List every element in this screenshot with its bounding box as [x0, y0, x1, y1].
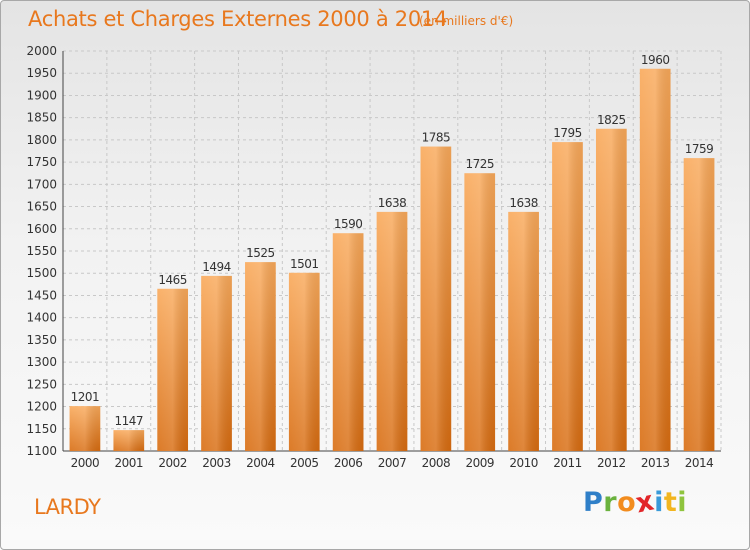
x-tick-label: 2008	[422, 456, 451, 470]
y-tick-label: 1350	[26, 333, 57, 347]
y-tick-label: 1750	[26, 155, 57, 169]
value-label: 1785	[422, 131, 451, 145]
x-tick-label: 2007	[378, 456, 407, 470]
y-tick-label: 1600	[26, 222, 57, 236]
value-label: 1960	[641, 53, 670, 67]
bar-shine	[113, 430, 145, 451]
x-tick-label: 2009	[465, 456, 494, 470]
value-label: 1795	[553, 126, 582, 140]
y-tick-label: 1950	[26, 66, 57, 80]
y-tick-label: 1800	[26, 133, 57, 147]
y-tick-label: 1300	[26, 355, 57, 369]
x-tick-label: 2012	[597, 456, 626, 470]
x-tick-label: 2003	[202, 456, 231, 470]
value-label: 1501	[290, 257, 319, 271]
y-tick-label: 1250	[26, 377, 57, 391]
bar-shine	[464, 173, 496, 451]
axis-layer: 1100 1150 1200 1250 1300 1350 1400 1450 1500 1550…	[26, 44, 721, 458]
value-label: 1494	[202, 260, 231, 274]
x-tick-label: 2011	[553, 456, 582, 470]
x-tick-label: 2006	[334, 456, 363, 470]
bar-shine	[552, 142, 583, 451]
x-tick-label: 2010	[509, 456, 538, 470]
y-tick-label: 1900	[26, 88, 57, 102]
bar-shine	[376, 211, 408, 451]
bar-shine	[245, 262, 276, 451]
value-label: 1638	[378, 196, 407, 210]
y-tick-label: 1550	[26, 244, 57, 258]
place-name: LARDY	[34, 495, 101, 519]
x-tick-label: 2002	[158, 456, 187, 470]
bar-shine	[508, 211, 539, 451]
value-label: 1147	[115, 414, 144, 428]
bar-shine	[639, 68, 671, 452]
y-tick-label: 1700	[26, 177, 57, 191]
bar-shine	[201, 275, 232, 451]
x-tick-label: 2004	[246, 456, 275, 470]
bar-shine	[157, 288, 189, 451]
bar-layer	[69, 68, 715, 452]
x-tick-label: 2005	[290, 456, 319, 470]
x-tick-label: 2014	[685, 456, 714, 470]
y-tick-label: 1200	[26, 400, 57, 414]
y-tick-label: 1850	[26, 111, 57, 125]
y-tick-label: 1650	[26, 200, 57, 214]
bar-shine	[595, 128, 627, 451]
x-tick-label: 2013	[641, 456, 670, 470]
value-label: 1725	[465, 157, 494, 171]
proxiti-logo: Proxiti	[583, 485, 688, 520]
y-tick-label: 1150	[26, 422, 57, 436]
value-label: 1465	[158, 273, 187, 287]
label-layer: 1201 2000 1147 2001 1465 2002 1494 2003 1525 2004…	[71, 53, 714, 470]
bar-shine	[69, 406, 101, 451]
bar-shine	[683, 158, 715, 451]
value-label: 1825	[597, 113, 626, 127]
value-label: 1759	[685, 142, 714, 156]
y-tick-label: 1400	[26, 311, 57, 325]
y-tick-label: 2000	[26, 44, 57, 58]
x-tick-label: 2000	[71, 456, 100, 470]
x-tick-label: 2001	[115, 456, 144, 470]
chart-subtitle: (en milliers d'€)	[419, 14, 514, 28]
chart-title: Achats et Charges Externes 2000 à 2014	[28, 7, 448, 31]
bar-shine	[288, 272, 320, 451]
y-tick-label: 1500	[26, 266, 57, 280]
y-tick-label: 1450	[26, 288, 57, 302]
bar-shine	[332, 233, 364, 451]
y-tick-label: 1100	[26, 444, 57, 458]
value-label: 1590	[334, 217, 363, 231]
value-label: 1201	[71, 390, 100, 404]
bar-shine	[420, 146, 452, 452]
value-label: 1638	[509, 196, 538, 210]
value-label: 1525	[246, 246, 275, 260]
